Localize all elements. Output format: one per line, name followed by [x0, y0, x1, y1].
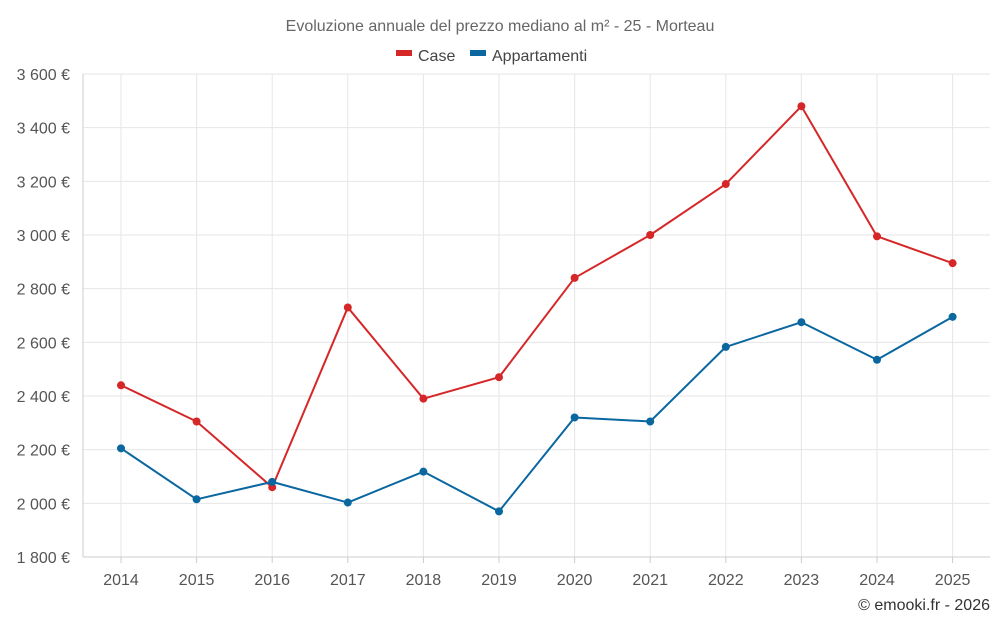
data-point-case[interactable]: [797, 102, 806, 111]
data-point-appartamenti[interactable]: [192, 495, 201, 504]
data-point-case[interactable]: [873, 232, 881, 241]
x-tick-label: 2014: [103, 572, 139, 589]
data-point-case[interactable]: [117, 381, 125, 390]
grid: [83, 73, 990, 558]
x-tick-label: 2024: [859, 572, 895, 589]
data-point-appartamenti[interactable]: [570, 413, 579, 422]
data-point-appartamenti[interactable]: [419, 467, 428, 476]
data-point-case[interactable]: [721, 180, 730, 189]
legend: Case Appartamenti: [396, 48, 587, 65]
data-point-case[interactable]: [495, 373, 503, 382]
credit-text: © emooki.fr - 2026: [858, 597, 990, 614]
legend-swatch-case: [396, 50, 412, 56]
series-line-case: [120, 105, 953, 489]
y-tick-label: 3 400 €: [17, 121, 70, 138]
x-tick-label: 2017: [330, 572, 366, 589]
data-point-appartamenti[interactable]: [495, 507, 503, 516]
y-tick-label: 2 000 €: [17, 496, 70, 513]
legend-label-appartamenti[interactable]: Appartamenti: [492, 48, 587, 65]
y-tick-label: 2 800 €: [17, 282, 70, 299]
data-point-appartamenti[interactable]: [948, 312, 957, 321]
data-point-case[interactable]: [570, 273, 579, 282]
y-tick-label: 2 200 €: [17, 443, 70, 460]
y-tick-label: 3 600 €: [17, 67, 70, 84]
x-tick-label: 2018: [406, 572, 442, 589]
legend-swatch-appartamenti: [470, 50, 486, 56]
series-line-appartamenti: [120, 315, 954, 513]
x-tick-label: 2016: [254, 572, 290, 589]
data-point-appartamenti[interactable]: [268, 477, 277, 486]
x-tick-label: 2015: [179, 572, 215, 589]
data-point-case[interactable]: [948, 259, 957, 268]
data-point-appartamenti[interactable]: [721, 342, 730, 351]
x-tick-label: 2022: [708, 572, 744, 589]
data-point-appartamenti[interactable]: [646, 417, 655, 426]
data-point-appartamenti[interactable]: [797, 318, 806, 327]
axes: 1 800 € 2 000 € 2 200 € 2 400 € 2 600 € 2 800…: [17, 67, 990, 589]
data-point-appartamenti[interactable]: [873, 355, 881, 364]
y-tick-label: 1 800 €: [17, 550, 70, 567]
data-point-appartamenti[interactable]: [343, 498, 352, 507]
x-tick-label: 2020: [557, 572, 593, 589]
data-point-case[interactable]: [646, 231, 655, 239]
x-tick-label: 2023: [784, 572, 820, 589]
chart-title: Evoluzione annuale del prezzo mediano al…: [286, 18, 715, 35]
y-tick-label: 3 000 €: [17, 228, 70, 245]
legend-label-case[interactable]: Case: [418, 48, 455, 65]
data-point-appartamenti[interactable]: [117, 444, 125, 453]
data-point-case[interactable]: [419, 394, 428, 403]
y-tick-label: 3 200 €: [17, 174, 70, 191]
series: [117, 102, 957, 516]
y-tick-label: 2 600 €: [17, 335, 70, 352]
y-tick-label: 2 400 €: [17, 389, 70, 406]
x-tick-label: 2019: [481, 572, 517, 589]
x-tick-label: 2021: [632, 572, 668, 589]
x-tick-label: 2025: [935, 572, 971, 589]
data-point-case[interactable]: [192, 417, 201, 426]
data-point-case[interactable]: [343, 303, 352, 312]
